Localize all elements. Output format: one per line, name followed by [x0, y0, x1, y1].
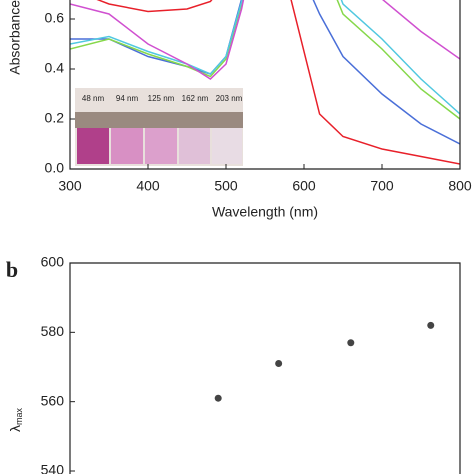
y-label-sub: max — [14, 408, 24, 426]
point — [427, 321, 435, 329]
x-tick-label: 600 — [292, 178, 316, 194]
line-series — [70, 0, 460, 115]
line-series — [70, 0, 460, 120]
point — [275, 360, 283, 368]
axes — [69, 262, 461, 474]
y-tick-label: 600 — [41, 254, 65, 270]
inset-label: 203 nm — [216, 94, 243, 103]
inset-label: 162 nm — [182, 94, 209, 103]
y-tick-label: 0.4 — [45, 60, 65, 76]
y-tick-label: 560 — [41, 392, 65, 408]
inset-label: 125 nm — [148, 94, 175, 103]
y-tick-label: 540 — [41, 462, 65, 474]
x-tick-label: 400 — [136, 178, 160, 194]
x-tick-label: 800 — [448, 178, 472, 194]
inset-label: 48 nm — [82, 94, 105, 103]
y-tick-label: 0.0 — [45, 160, 65, 176]
axes — [69, 0, 461, 170]
lines — [70, 0, 460, 165]
y-tick-label: 0.2 — [45, 110, 65, 126]
line-series — [70, 0, 460, 145]
y-axis-label: λmax — [7, 408, 25, 433]
line-series — [96, 0, 460, 165]
x-axis-label: Wavelength (nm) — [212, 204, 318, 220]
y-tick-label: 580 — [41, 323, 65, 339]
panel-label: b — [6, 257, 18, 282]
y-tick-label: 0.6 — [45, 10, 65, 26]
inset-photo — [75, 88, 243, 166]
point — [347, 339, 355, 347]
line-series — [70, 0, 460, 80]
y-label-main: λ — [7, 425, 23, 432]
x-tick-label: 700 — [370, 178, 394, 194]
inset-label: 94 nm — [116, 94, 139, 103]
x-tick-label: 300 — [58, 178, 82, 194]
x-tick-label: 500 — [214, 178, 238, 194]
y-axis-label: Absorbance — [7, 0, 23, 75]
point — [214, 394, 222, 402]
